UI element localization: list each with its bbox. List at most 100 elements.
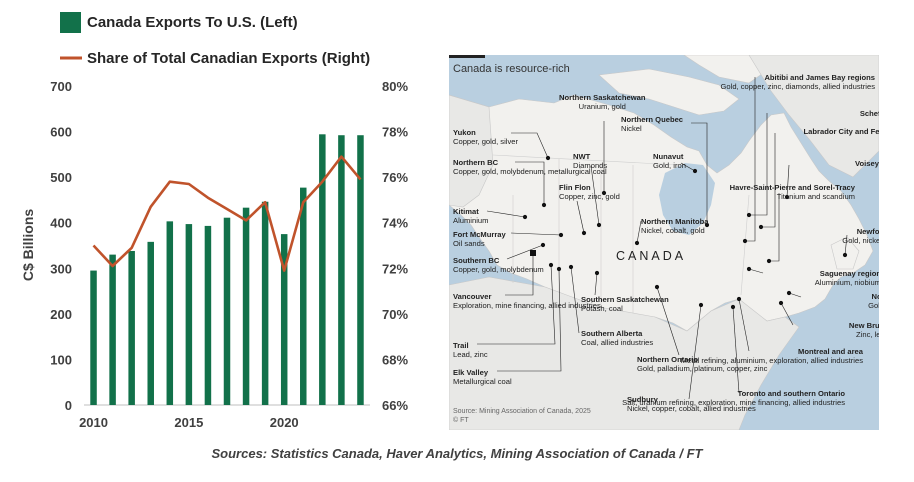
bar: [223, 217, 231, 405]
region-label: Saguenay region Aluminium, niobium: [815, 269, 879, 287]
location-dot: [730, 304, 736, 310]
leader-line: [761, 133, 776, 228]
region-detail: Gold, nickel refining: [842, 236, 879, 246]
region-name: Saguenay region: [819, 269, 879, 278]
location-dot: [596, 222, 602, 228]
region-detail: Lead, zinc: [453, 350, 488, 360]
region-name: Sudbury: [627, 395, 658, 404]
region-detail: Diamonds: [573, 161, 608, 171]
hudson-bay: [659, 163, 715, 235]
region-name: Northern Ontario: [637, 355, 699, 364]
region-label: Trail Lead, zinc: [453, 341, 488, 359]
map-source: Source: Mining Association of Canada, 20…: [453, 407, 591, 425]
legend-label-exports: Canada Exports To U.S. (Left): [87, 14, 298, 31]
canada-resource-map: Canada is resource-rich CANADA Northern …: [449, 55, 879, 430]
region-label: NWT Diamonds: [573, 152, 607, 170]
location-dot: [698, 302, 704, 308]
legend-label-share: Share of Total Canadian Exports (Right): [87, 50, 370, 67]
leader-line: [738, 298, 750, 352]
y-right-tick-label: 74%: [382, 216, 408, 231]
leader-line: [510, 232, 562, 236]
region-label: Flin Flon Copper, zinc, gold: [559, 183, 620, 201]
location-dot: [758, 224, 764, 230]
region-name: Abitibi and James Bay regions: [764, 73, 875, 82]
region-detail: Nickel: [621, 124, 642, 134]
leader-line: [691, 122, 708, 225]
region-name: Yukon: [453, 128, 476, 137]
arctic-islands: [598, 55, 770, 116]
legend-swatch-exports: [60, 12, 81, 33]
y-right-tick-label: 70%: [382, 307, 408, 322]
location-dot: [654, 284, 660, 290]
region-label: Nunavut Gold, iron: [653, 152, 686, 170]
region-detail: Copper, zinc, gold: [559, 192, 620, 202]
leader-line: [788, 292, 802, 298]
y-left-tick-label: 200: [50, 307, 72, 322]
region-detail: Exploration, mine financing, allied indu…: [453, 301, 601, 311]
leader-line: [590, 165, 600, 226]
region-name: Northern Saskatchewan: [559, 93, 646, 102]
leader-line: [656, 286, 680, 356]
region-detail: Copper, gold, silver: [453, 137, 519, 147]
region-name: NWT: [573, 152, 591, 161]
region-label: Southern Saskatchewan Potash, coal: [581, 295, 669, 313]
leader-line: [748, 268, 764, 274]
map-credit-text: © FT: [453, 417, 469, 424]
region-label: NewfoundlandGold, nickel refining: [842, 227, 879, 245]
region-detail: Gold, iron: [653, 161, 686, 171]
region-detail: Uranium, gold: [578, 102, 626, 112]
map-title: Canada is resource-rich: [453, 63, 570, 75]
region-name: Northern BC: [453, 158, 499, 167]
location-dot: [548, 262, 554, 268]
y-right-tick-label: 66%: [382, 398, 408, 413]
y-right-tick-label: 80%: [382, 79, 408, 94]
region-label: Fort McMurray Oil sands: [453, 230, 506, 248]
square-marker: [530, 250, 536, 256]
map-source-text: Source: Mining Association of Canada, 20…: [453, 408, 591, 415]
x-axis: 2010 2015 2020: [79, 404, 370, 430]
region-name: Schefferville: [859, 109, 879, 118]
region-label: Northern Manitoba Nickel, cobalt, gold: [641, 217, 709, 235]
region-detail: Nickel, copper, cobalt, allied industrie…: [627, 404, 756, 414]
leader-line: [486, 210, 526, 218]
location-dot: [522, 214, 528, 220]
bar: [300, 187, 307, 405]
region-label: Kitimat Aluminium: [453, 207, 488, 225]
region-label: Northern Saskatchewan Uranium, gold: [559, 93, 646, 111]
region-name: Southern Saskatchewan: [581, 295, 669, 304]
region-name: Labrador City and Fermont: [803, 127, 879, 136]
x-tick-label: 2020: [270, 415, 299, 430]
bar: [338, 135, 345, 405]
region-name: Northern Quebec: [621, 115, 684, 124]
region-name: Newfoundland: [856, 227, 879, 236]
region-name: Northern Manitoba: [641, 217, 709, 226]
location-dot: [786, 290, 792, 296]
region-detail: Metal refining, aluminium, exploration, …: [680, 356, 863, 366]
x-tick-label: 2015: [174, 415, 203, 430]
y-axis-title: C$ Billions: [20, 209, 36, 282]
y-left-tick-label: 500: [50, 170, 72, 185]
alaska-landmass: [449, 94, 494, 208]
leader-line: [497, 268, 562, 372]
location-dot: [736, 296, 742, 302]
region-name: Elk Valley: [453, 368, 489, 377]
region-name: Voisey's Bay: [855, 159, 879, 168]
region-label: Toronto and southern Ontario Salt, uraniu…: [622, 389, 845, 407]
region-name: Nunavut: [653, 152, 684, 161]
bar: [319, 134, 326, 405]
region-detail: Potash, coal: [581, 304, 623, 314]
y-axis-right: 66% 68% 70% 72% 74% 76% 78% 80%: [382, 79, 408, 413]
leader-line: [844, 234, 848, 256]
region-label: Northern BC Copper, gold, molybdenum, met…: [453, 158, 607, 176]
y-right-tick-label: 78%: [382, 125, 408, 140]
region-label: Sudbury Nickel, copper, cobalt, allied in…: [627, 395, 756, 413]
country-label: CANADA: [616, 249, 687, 263]
region-name: Vancouver: [453, 292, 492, 301]
y-right-tick-label: 72%: [382, 261, 408, 276]
y-left-tick-label: 300: [50, 261, 72, 276]
location-dot: [704, 222, 710, 228]
leader-line: [769, 193, 780, 262]
bar: [185, 224, 193, 405]
map-title-bar: [449, 55, 485, 58]
leader-line: [477, 264, 556, 345]
